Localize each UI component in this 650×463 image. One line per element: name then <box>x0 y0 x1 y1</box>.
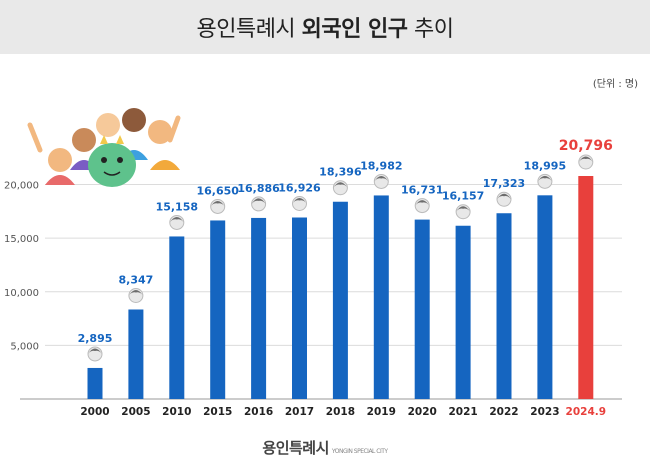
title-prefix: 용인특례시 <box>196 17 296 42</box>
head-hair <box>333 182 348 188</box>
person-head-icon <box>578 154 594 170</box>
person-head-icon <box>292 195 307 211</box>
bar <box>537 195 553 399</box>
head-hair <box>578 156 593 162</box>
data-label: 20,796 <box>559 138 613 154</box>
x-tick-label: 2017 <box>285 406 314 418</box>
bar <box>373 195 389 399</box>
head-hair <box>537 175 552 182</box>
head-hair <box>374 175 389 182</box>
y-tick-label: 10,000 <box>4 288 39 299</box>
person-head-icon <box>128 287 144 303</box>
bar <box>455 225 471 399</box>
data-label: 8,347 <box>119 273 154 286</box>
head-hair <box>128 289 143 296</box>
x-tick-label: 2022 <box>489 406 518 418</box>
x-tick-label: 2015 <box>203 406 232 418</box>
x-tick-label: 2021 <box>448 406 477 418</box>
x-tick-label: 2020 <box>408 406 437 418</box>
person-head-icon <box>87 346 103 362</box>
data-label: 2,895 <box>78 332 113 345</box>
data-label: 16,650 <box>196 184 239 197</box>
bar <box>210 220 226 399</box>
person-head-icon <box>414 198 430 214</box>
y-tick-label: 15,000 <box>4 234 39 245</box>
person-head-icon <box>332 180 348 196</box>
page-title: 용인특례시 외국인 인구 추이 <box>196 11 454 43</box>
data-label: 16,157 <box>442 190 484 203</box>
bar <box>292 217 307 399</box>
title-bold: 외국인 인구 <box>301 17 408 42</box>
data-label: 16,731 <box>401 184 443 197</box>
x-tick-label: 2018 <box>326 406 355 418</box>
y-tick-label: 20,000 <box>4 181 39 192</box>
head-hair <box>88 348 102 354</box>
data-label: 18,396 <box>319 166 362 179</box>
x-tick-label: 2000 <box>80 406 109 418</box>
person-head-icon <box>210 198 226 214</box>
bar <box>578 176 594 399</box>
bars: 2,895 2000 8,347 2005 15,158 2010 16,650 2015 16… <box>78 138 613 418</box>
head-hair <box>169 216 184 223</box>
bar <box>332 201 348 399</box>
x-tick-label: 2005 <box>121 406 150 418</box>
data-label: 18,995 <box>524 159 566 172</box>
unit-label: (단위 : 명) <box>592 79 638 90</box>
head-hair <box>497 193 511 200</box>
bar <box>414 219 430 399</box>
x-tick-label: 2016 <box>244 406 273 418</box>
person-head-icon <box>251 196 267 212</box>
grid-lines: 5,000 10,000 15,000 20,000 <box>4 181 622 400</box>
data-label: 16,926 <box>278 181 321 194</box>
crowd-mascot-illustration <box>27 108 181 187</box>
y-tick-label: 5,000 <box>10 341 39 352</box>
bar <box>128 309 144 399</box>
bar <box>251 217 267 399</box>
title-bar: 용인특례시 외국인 인구 추이 <box>0 0 650 54</box>
data-label: 16,886 <box>237 182 280 195</box>
head-hair <box>415 200 430 206</box>
head-hair <box>210 200 225 207</box>
x-tick-label: 2023 <box>530 406 559 418</box>
data-label: 15,158 <box>156 200 198 213</box>
head-hair <box>456 206 471 212</box>
person-head-icon <box>373 173 389 189</box>
head-hair <box>292 197 307 204</box>
x-tick-label: 2019 <box>367 406 396 418</box>
bar <box>87 367 103 399</box>
logo-subtext: YONGIN SPECIAL CITY <box>331 448 388 455</box>
head-hair <box>251 198 266 204</box>
city-logo: 용인특례시 YONGIN SPECIAL CITY <box>0 437 650 458</box>
person-head-icon <box>169 214 185 230</box>
title-suffix: 추이 <box>414 17 454 42</box>
x-tick-label: 2024.9 <box>566 406 607 418</box>
person-head-icon <box>496 191 512 207</box>
person-head-icon <box>455 204 471 220</box>
data-label: 18,982 <box>360 159 402 172</box>
bar <box>169 236 185 399</box>
x-tick-label: 2010 <box>162 406 191 418</box>
bar <box>496 213 512 399</box>
logo-text: 용인특례시 <box>262 439 329 457</box>
data-label: 17,323 <box>483 177 525 190</box>
person-head-icon <box>537 173 553 189</box>
